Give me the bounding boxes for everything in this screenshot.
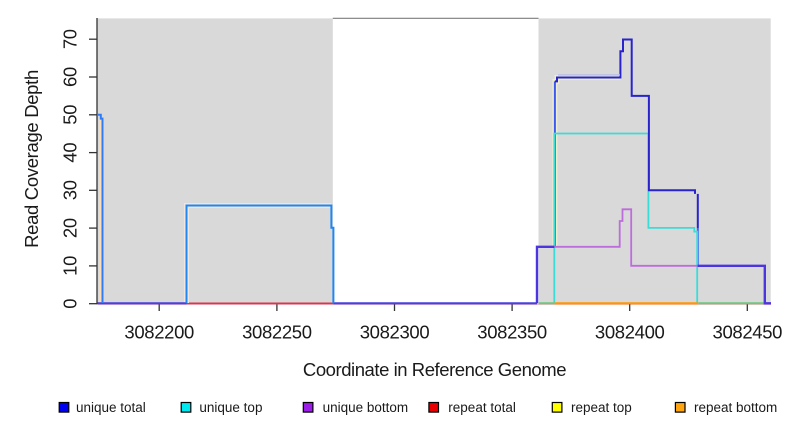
svg-text:unique bottom: unique bottom (323, 400, 409, 415)
svg-text:50: 50 (60, 105, 81, 125)
svg-text:repeat bottom: repeat bottom (694, 400, 777, 415)
svg-text:repeat total: repeat total (448, 400, 516, 415)
svg-text:70: 70 (60, 29, 81, 49)
svg-text:repeat top: repeat top (571, 400, 632, 415)
svg-text:60: 60 (60, 67, 81, 87)
svg-text:40: 40 (60, 143, 81, 163)
svg-text:0: 0 (60, 299, 81, 309)
svg-text:20: 20 (60, 218, 81, 238)
svg-text:unique total: unique total (76, 400, 146, 415)
svg-text:3082200: 3082200 (124, 322, 194, 343)
svg-text:3082350: 3082350 (477, 322, 547, 343)
svg-text:3082450: 3082450 (713, 322, 783, 343)
svg-text:3082250: 3082250 (242, 322, 312, 343)
svg-text:Read Coverage Depth: Read Coverage Depth (21, 70, 42, 248)
svg-text:Coordinate in Reference Genome: Coordinate in Reference Genome (303, 359, 566, 380)
svg-text:10: 10 (60, 256, 81, 276)
svg-text:3082400: 3082400 (595, 322, 665, 343)
svg-text:3082300: 3082300 (360, 322, 430, 343)
svg-text:30: 30 (60, 180, 81, 200)
svg-text:unique top: unique top (199, 400, 262, 415)
